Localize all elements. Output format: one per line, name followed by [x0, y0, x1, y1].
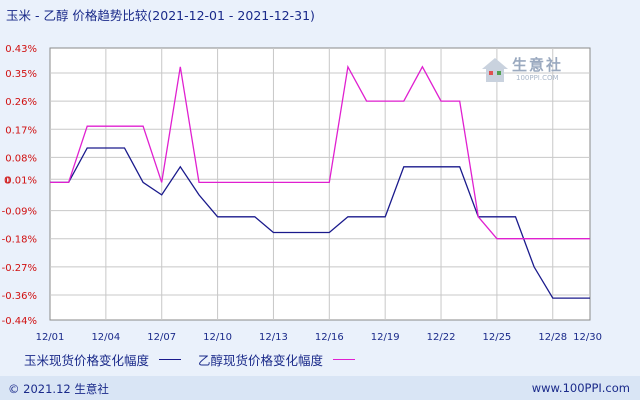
legend-item-series1: 玉米现货价格变化幅度 — [24, 350, 182, 369]
legend-label-series1: 玉米现货价格变化幅度 — [24, 353, 150, 368]
x-tick-label: 12/19 — [371, 332, 400, 343]
x-tick-label: 12/13 — [259, 332, 288, 343]
y-tick-label: -0.18% — [2, 235, 37, 246]
series-line-2 — [50, 64, 590, 240]
legend-item-series2: 乙醇现货价格变化幅度 — [198, 350, 356, 369]
house-logo-icon — [482, 58, 508, 82]
footer-copyright-text: 2021.12 生意社 — [23, 382, 109, 396]
y-axis-ticks: 0.43% 0.35% 0.26% 0.17% 0.08% 0.01% -0.09% -0.1… — [2, 44, 37, 327]
y-tick-label: -0.44% — [2, 316, 37, 327]
y-tick-label: -0.36% — [2, 291, 37, 302]
x-tick-label: 12/28 — [538, 332, 567, 343]
y-zero-marker: 0 — [4, 175, 10, 186]
footer-copyright: © 2021.12 生意社 — [8, 381, 109, 397]
x-tick-label: 12/16 — [315, 332, 344, 343]
plot-area — [49, 47, 591, 321]
legend-label-series2: 乙醇现货价格变化幅度 — [198, 353, 324, 368]
x-tick-label: 12/10 — [203, 332, 232, 343]
series-line-1 — [50, 147, 590, 299]
series-lines — [50, 64, 590, 299]
y-tick-label: 0.17% — [5, 125, 37, 136]
x-tick-label: 12/30 — [573, 332, 602, 343]
x-tick-label: 12/07 — [147, 332, 176, 343]
copyright-icon: © — [8, 382, 20, 396]
watermark-subtext: 100PPI.COM — [516, 74, 559, 82]
legend-line-series2 — [333, 359, 356, 360]
y-tick-label: -0.09% — [2, 207, 37, 218]
x-tick-label: 12/25 — [482, 332, 511, 343]
footer-bar: © 2021.12 生意社 www.100PPI.com — [0, 376, 640, 400]
y-tick-label: 0.01% — [5, 175, 37, 186]
line-chart: 0.43% 0.35% 0.26% 0.17% 0.08% 0.01% -0.09% -0.1… — [2, 44, 602, 343]
x-tick-label: 12/01 — [36, 332, 65, 343]
watermark-logo: 生意社 100PPI.COM — [480, 52, 590, 92]
y-tick-label: 0.08% — [5, 153, 37, 164]
y-tick-label: 0.26% — [5, 97, 37, 108]
y-tick-label: 0.43% — [5, 44, 37, 55]
legend-line-series1 — [159, 359, 182, 360]
x-tick-label: 12/04 — [91, 332, 120, 343]
watermark-text: 生意社 — [512, 56, 564, 74]
chart-legend: 玉米现货价格变化幅度 乙醇现货价格变化幅度 — [0, 350, 640, 370]
footer-website-link[interactable]: www.100PPI.com — [531, 381, 630, 395]
y-tick-label: 0.35% — [5, 69, 37, 80]
x-tick-label: 12/22 — [427, 332, 456, 343]
x-axis-ticks: 12/01 12/04 12/07 12/10 12/13 12/16 12/19 12/22… — [36, 332, 602, 343]
chart-title: 玉米 - 乙醇 价格趋势比较(2021-12-01 - 2021-12-31) — [6, 8, 315, 23]
y-tick-label: -0.27% — [2, 263, 37, 274]
